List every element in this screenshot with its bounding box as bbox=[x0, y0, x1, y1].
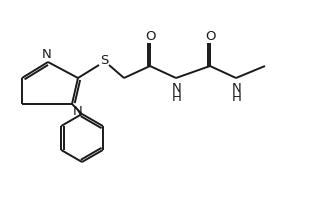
Text: O: O bbox=[145, 29, 155, 42]
Text: N: N bbox=[232, 82, 242, 95]
Text: H: H bbox=[232, 90, 242, 103]
Text: O: O bbox=[205, 29, 215, 42]
Text: N: N bbox=[73, 104, 83, 117]
Text: H: H bbox=[172, 90, 182, 103]
Text: N: N bbox=[42, 48, 52, 61]
Text: S: S bbox=[100, 54, 108, 67]
Text: N: N bbox=[172, 82, 182, 95]
